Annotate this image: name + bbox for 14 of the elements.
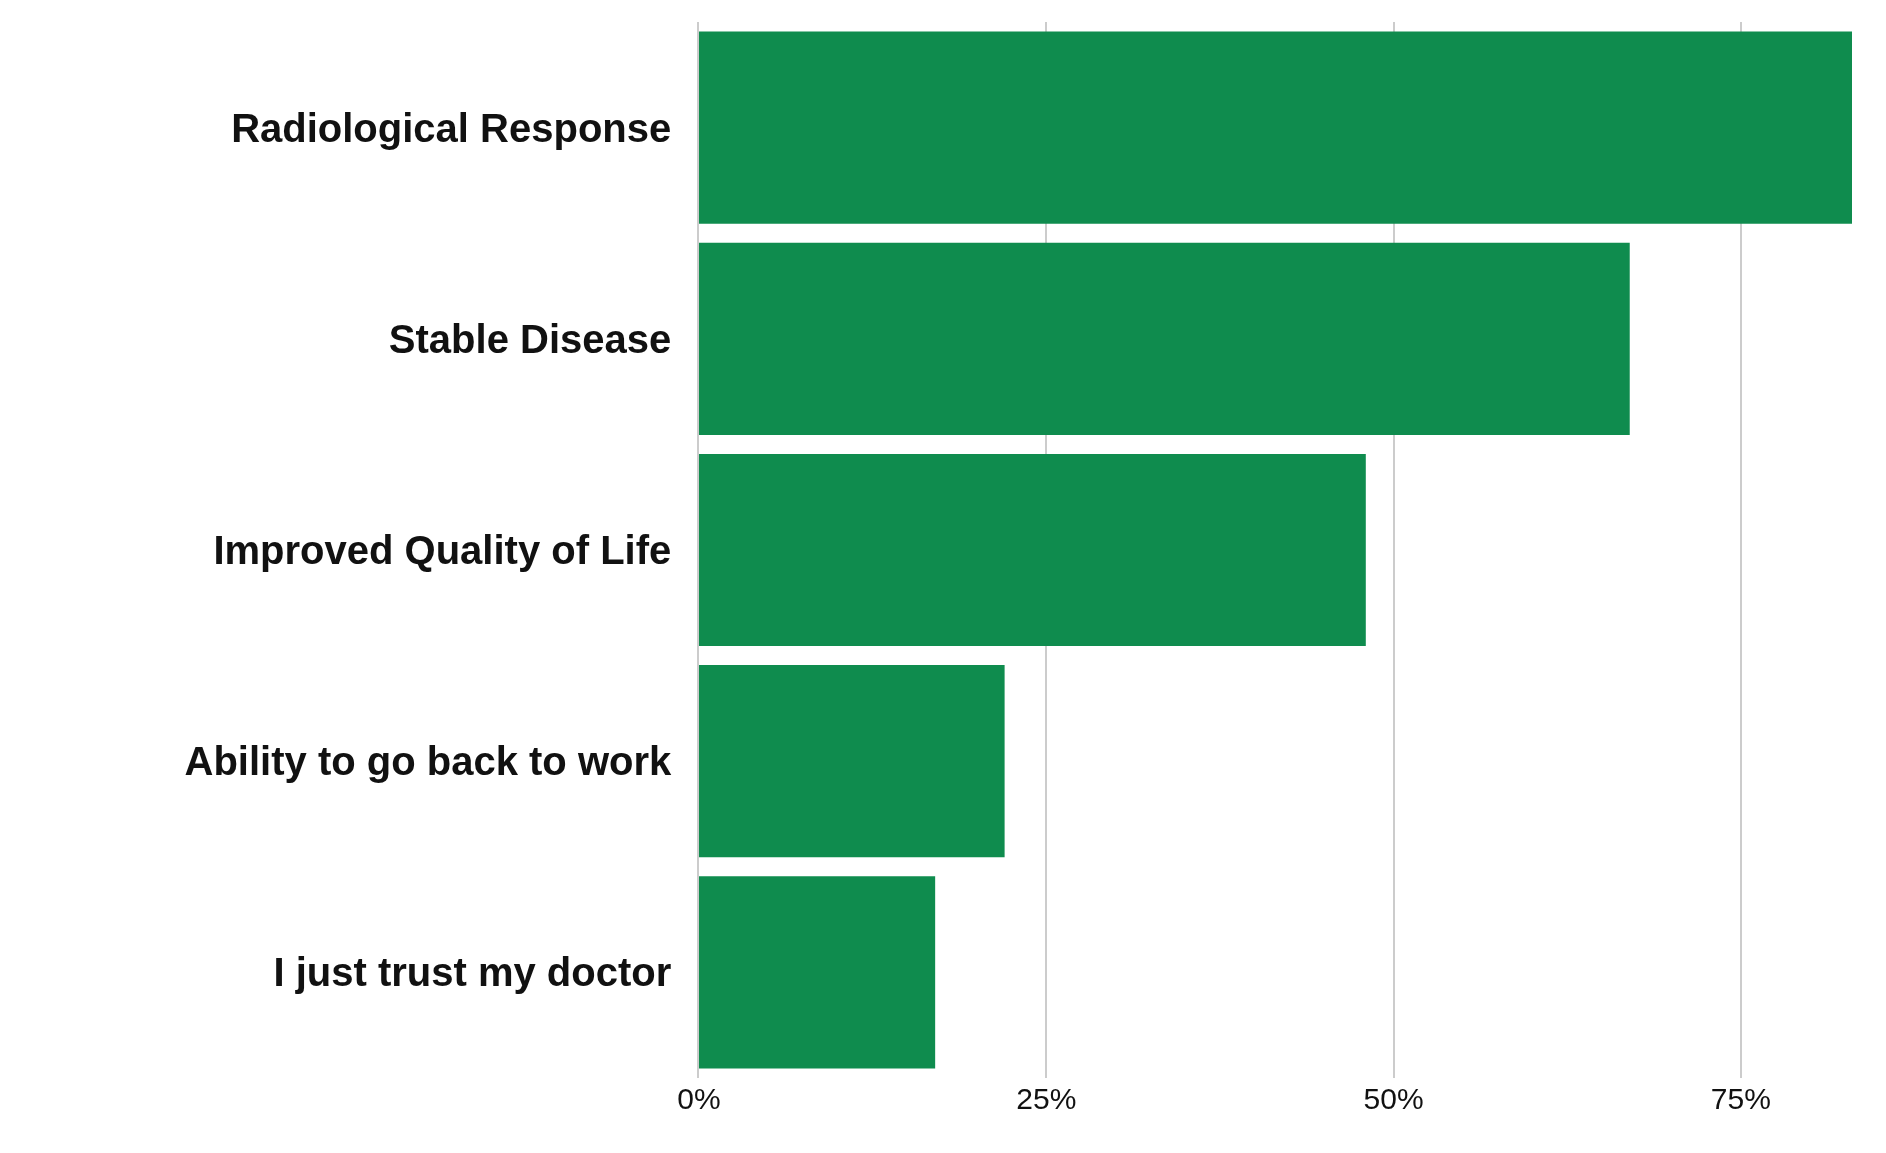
y-tick-label: Stable Disease xyxy=(388,316,672,361)
y-tick-label: Ability to go back to work xyxy=(184,739,672,784)
bar xyxy=(699,242,1630,435)
y-tick-label: Radiological Response xyxy=(231,105,672,150)
bar xyxy=(699,665,1005,858)
y-tick-label: Improved Quality of Life xyxy=(213,528,672,572)
y-tick-label: I just trust my doctor xyxy=(273,950,672,995)
x-tick-label: 75% xyxy=(1710,1082,1771,1115)
x-tick-label: 25% xyxy=(1016,1082,1077,1115)
x-tick-label: 0% xyxy=(677,1082,721,1115)
x-tick-label: 50% xyxy=(1363,1082,1424,1115)
bar xyxy=(699,453,1366,647)
bar xyxy=(699,876,936,1069)
bar xyxy=(699,31,1852,224)
